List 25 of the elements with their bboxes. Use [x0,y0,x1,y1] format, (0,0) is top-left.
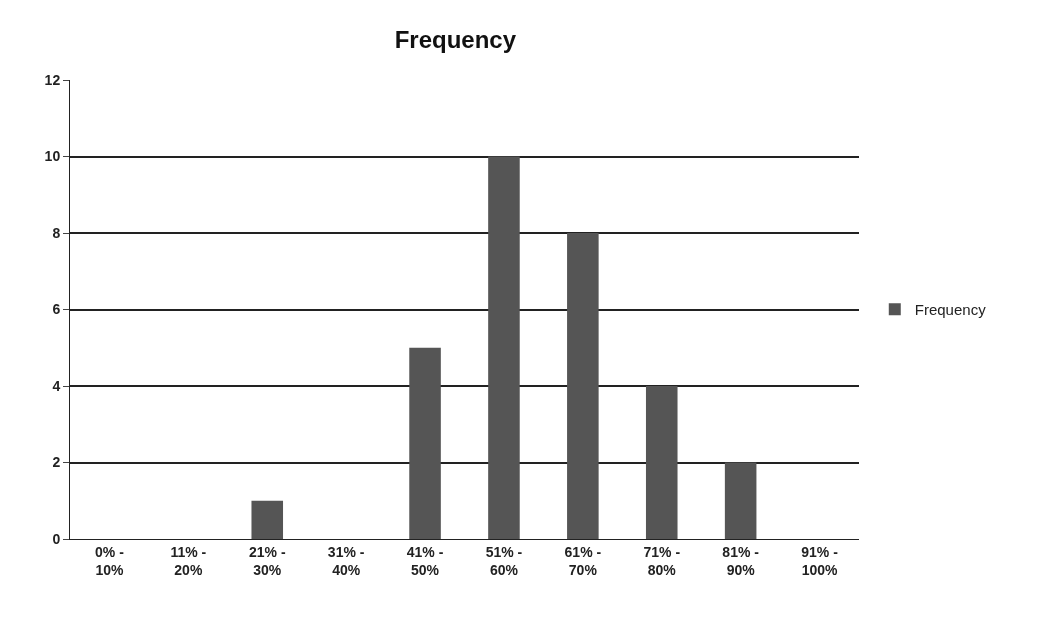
y-tick-label: 0 [52,530,61,547]
x-tick-label: 91% - 100% [801,543,839,578]
y-tick-label: 2 [52,454,61,471]
x-tick-label: 11% - 20% [170,543,207,578]
bar [724,462,757,539]
bar [645,386,678,539]
bar [567,233,599,539]
x-tick-label: 81% - 90% [722,543,760,578]
x-tick-label: 71% - 80% [643,543,681,578]
bar [409,347,441,539]
x-tick-label: 51% - 60% [485,543,523,578]
y-tick-label: 6 [52,301,61,318]
x-tick-label: 41% - 50% [406,543,444,578]
y-tick-label: 10 [44,148,61,165]
x-tick-label: 0% - 10% [95,543,125,578]
y-tick-label: 12 [44,71,61,88]
y-tick-label: 4 [52,377,61,394]
x-tick-label: 21% - 30% [248,543,286,578]
legend-label: Frequency [914,301,987,319]
bar [251,500,284,539]
y-tick-label: 8 [52,224,61,241]
bar [488,156,520,539]
chart-title: Frequency [394,26,517,54]
x-tick-label: 61% - 70% [564,543,602,578]
x-tick-label: 31% - 40% [327,543,365,578]
